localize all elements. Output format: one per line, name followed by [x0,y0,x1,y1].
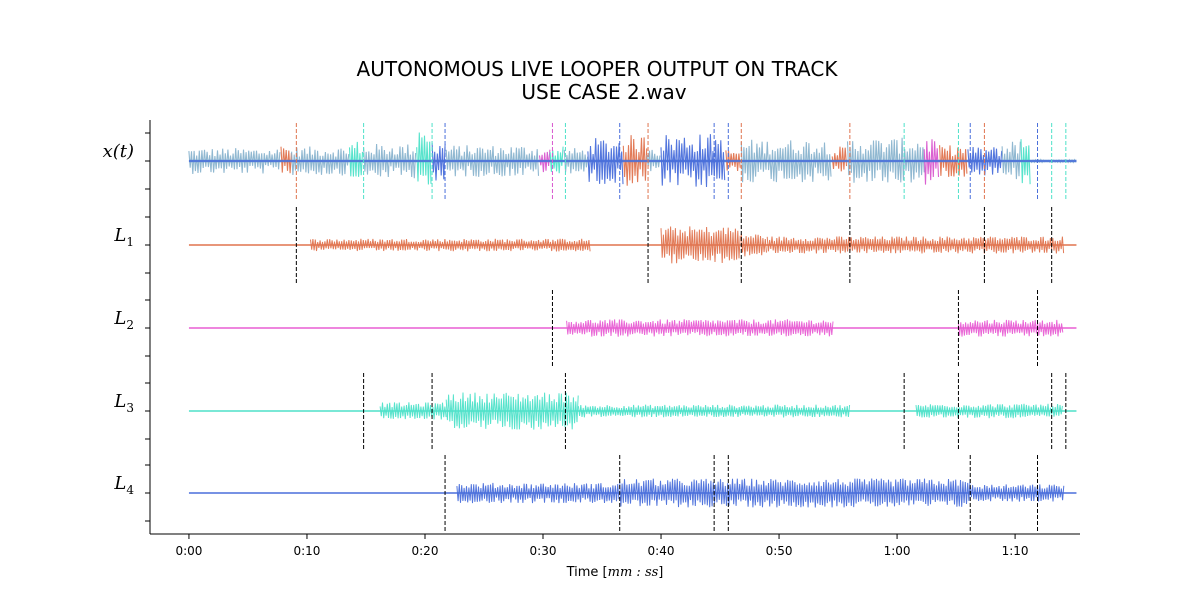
waveform-segment [188,148,281,175]
x-tick-label: 1:10 [1002,544,1029,558]
waveform-segment [379,402,447,420]
track-label: x(t) [103,141,134,162]
track-loop-1: L1 [113,207,1077,283]
waveform-segment [619,478,971,508]
track-label-suffix: (t) [113,141,134,162]
track-label-sub: 2 [126,318,134,332]
waveform-segment [915,403,1063,419]
x-tick-label: 0:30 [530,544,557,558]
waveform-segment [416,132,432,185]
x-tick-label: 0:10 [293,544,320,558]
track-loop-2: L2 [113,290,1077,366]
waveform-segment [923,139,940,185]
chart-title-line1: AUTONOMOUS LIVE LOOPER OUTPUT ON TRACK [357,57,839,81]
waveform-segment [348,141,364,177]
waveform-segment [310,238,591,252]
waveform-segment [280,146,292,174]
x-axis-label: Time [mm : ss] [566,565,664,580]
x-axis-label-suffix: ] [658,565,663,580]
track-label: L3 [113,391,134,415]
waveform-segment [831,146,848,172]
x-tick-label: 1:00 [884,544,911,558]
track-label-main: L [113,308,126,329]
waveform-segment [969,484,1065,502]
waveform-segment [660,226,741,264]
track-label: L2 [113,308,134,332]
waveform-segment [740,233,767,257]
waveform-segment [291,146,350,176]
waveform-segment [431,142,446,181]
track-label-main: L [113,225,126,246]
waveform-segment [456,482,620,504]
track-input: x(t) [103,123,1077,199]
track-label: L4 [113,473,134,497]
track-loop-4: L4 [113,455,1077,531]
waveform-segment [566,319,834,337]
track-label: L1 [113,225,134,249]
waveform-segment [445,392,579,430]
waveform-segment [549,146,564,174]
waveform-segment [445,145,540,177]
waveform-segment [363,143,417,179]
track-label-sub: 4 [126,483,134,497]
track-loop-3: L3 [113,373,1077,449]
track-label-main: L [113,391,126,412]
waveform-segment [957,319,1064,337]
track-label-sub: 1 [126,235,134,249]
x-axis-label-math: mm : ss [608,565,659,580]
waveform-segment [577,404,851,418]
x-tick-label: 0:20 [412,544,439,558]
waveform-segment [622,135,648,186]
waveform-segment [846,137,925,183]
x-tick-label: 0:00 [175,544,202,558]
track-label-main: L [113,473,126,494]
x-tick-label: 0:50 [766,544,793,558]
x-tick-label: 0:40 [648,544,675,558]
waveform-segment [563,148,589,174]
x-axis-label-prefix: Time [ [566,565,608,580]
track-label-main: x [103,141,113,162]
waveform-segment [646,149,661,172]
waveform-segment [967,146,1003,176]
chart-title-line2: USE CASE 2.wav [521,80,686,104]
waveform-segment [766,236,1065,254]
track-label-sub: 3 [126,401,134,415]
x-axis-ticks: 0:00 0:10 0:20 0:30 0:40 0:50 1:00 1:10 [175,534,1029,558]
